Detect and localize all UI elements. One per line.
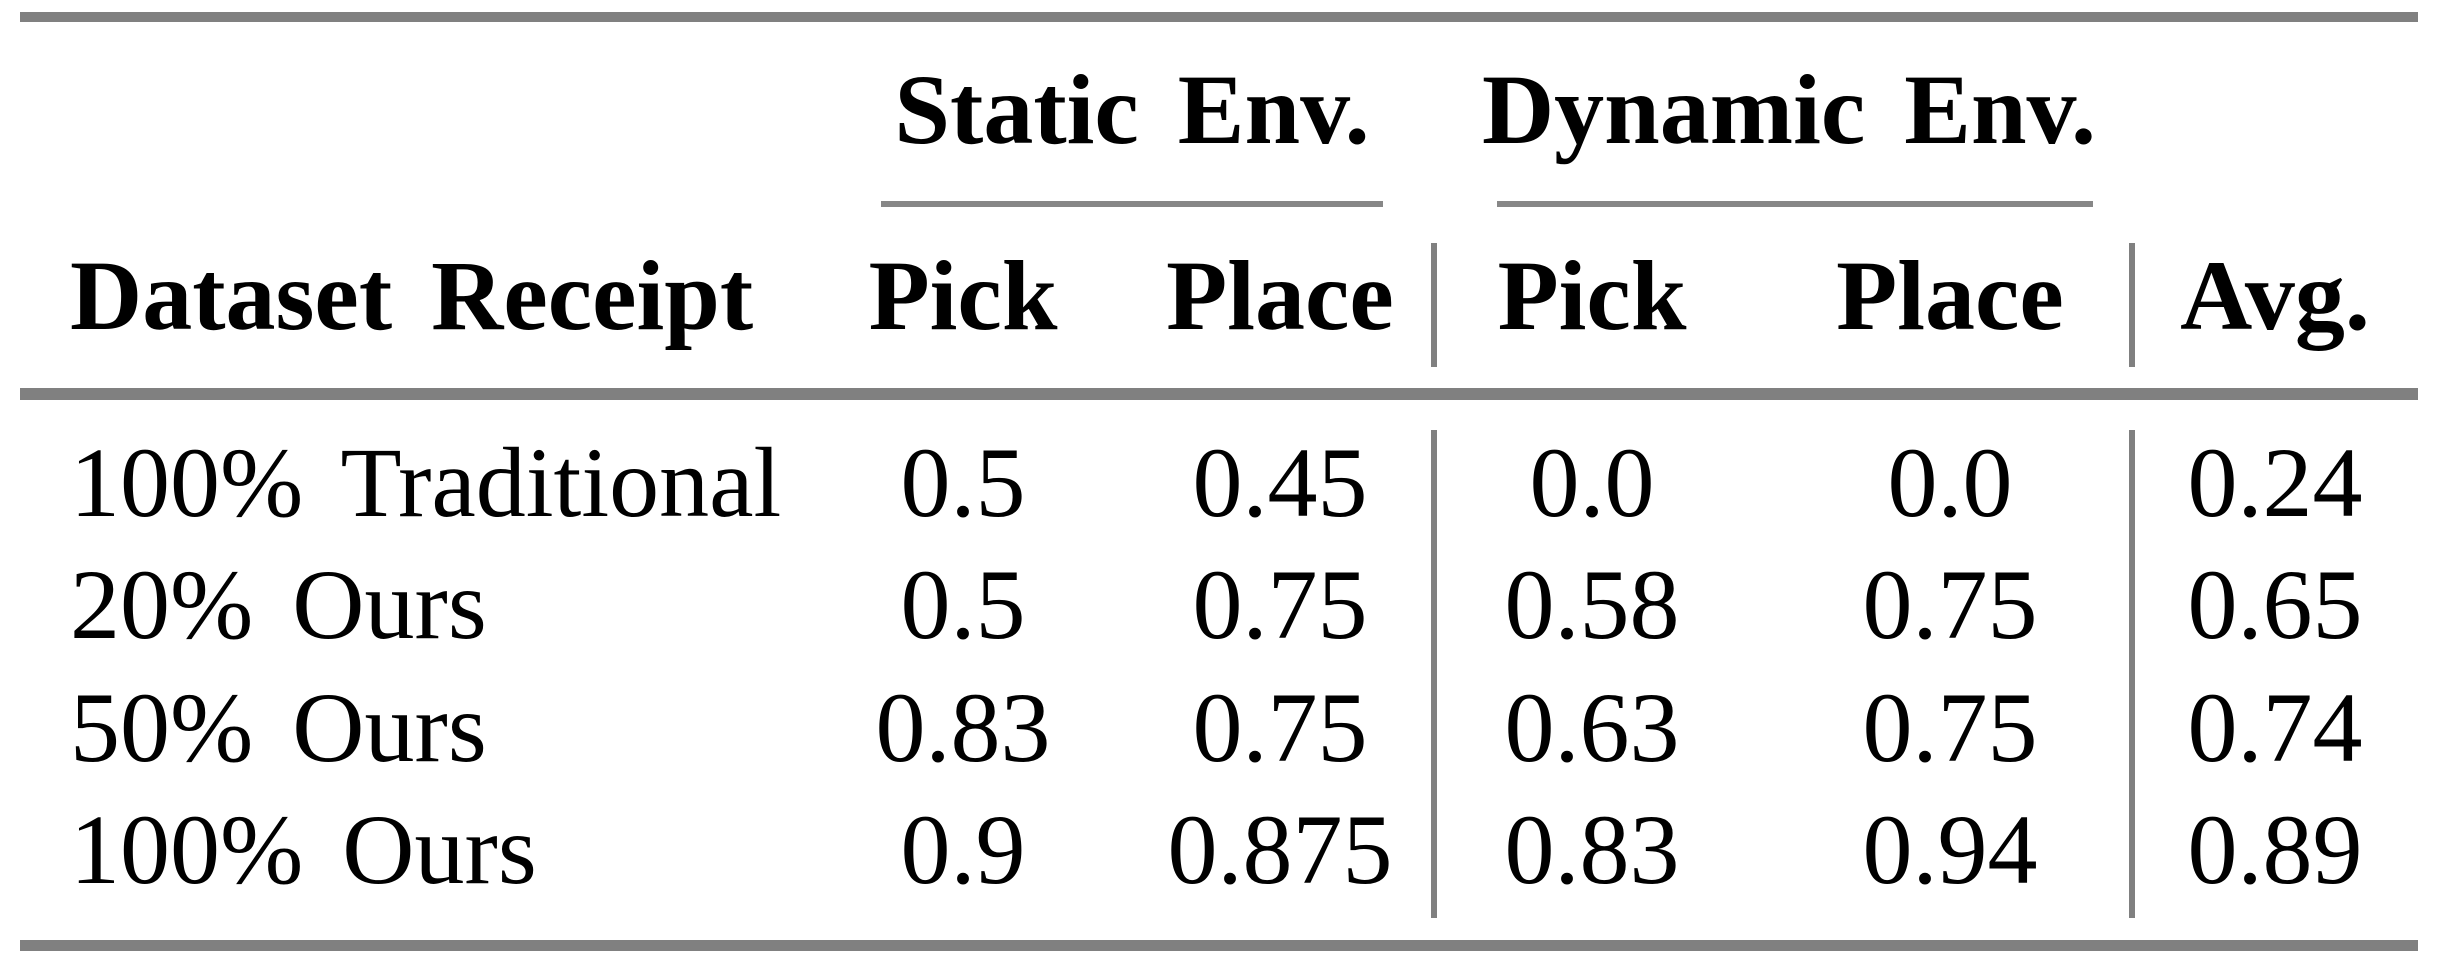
cell-static-place: 0.875 xyxy=(1167,794,1393,905)
cell-avg: 0.24 xyxy=(2187,427,2363,538)
column-separator-avg-body xyxy=(2129,430,2135,918)
row-label: 20% Ours xyxy=(70,549,487,660)
column-separator-avg-header xyxy=(2129,243,2135,367)
cell-dynamic-pick: 0.0 xyxy=(1529,427,1655,538)
table-top-rule xyxy=(20,12,2418,22)
cell-static-place: 0.75 xyxy=(1192,672,1368,783)
column-header-dataset-receipt: Dataset Receipt xyxy=(70,240,754,351)
column-header-static-pick: Pick xyxy=(868,240,1058,351)
table-mid-rule xyxy=(20,388,2418,400)
row-label: 100% Traditional xyxy=(70,427,782,538)
cell-static-pick: 0.5 xyxy=(900,549,1026,660)
group-header-dynamic-env: Dynamic Env. xyxy=(1481,54,2097,165)
cell-avg: 0.74 xyxy=(2187,672,2363,783)
cell-avg: 0.65 xyxy=(2187,549,2363,660)
row-label: 50% Ours xyxy=(70,672,487,783)
group-header-static-env: Static Env. xyxy=(894,54,1370,165)
table-bottom-rule xyxy=(20,940,2418,951)
cell-static-pick: 0.5 xyxy=(900,427,1026,538)
cell-static-place: 0.45 xyxy=(1192,427,1368,538)
cmidrule-static-env xyxy=(881,201,1383,207)
column-header-dynamic-pick: Pick xyxy=(1497,240,1687,351)
cell-dynamic-place: 0.75 xyxy=(1862,549,2038,660)
column-header-dynamic-place: Place xyxy=(1836,240,2064,351)
column-separator-static-dynamic-header xyxy=(1431,243,1437,367)
cell-dynamic-pick: 0.58 xyxy=(1504,549,1680,660)
cell-dynamic-place: 0.75 xyxy=(1862,672,2038,783)
cell-dynamic-place: 0.0 xyxy=(1887,427,2013,538)
cell-static-place: 0.75 xyxy=(1192,549,1368,660)
cmidrule-dynamic-env xyxy=(1497,201,2093,207)
cell-avg: 0.89 xyxy=(2187,794,2363,905)
cell-static-pick: 0.9 xyxy=(900,794,1026,905)
cell-dynamic-place: 0.94 xyxy=(1862,794,2038,905)
column-header-avg: Avg. xyxy=(2180,240,2370,351)
row-label: 100% Ours xyxy=(70,794,537,905)
column-separator-static-dynamic-body xyxy=(1431,430,1437,918)
cell-dynamic-pick: 0.83 xyxy=(1504,794,1680,905)
cell-dynamic-pick: 0.63 xyxy=(1504,672,1680,783)
cell-static-pick: 0.83 xyxy=(875,672,1051,783)
column-header-static-place: Place xyxy=(1166,240,1394,351)
